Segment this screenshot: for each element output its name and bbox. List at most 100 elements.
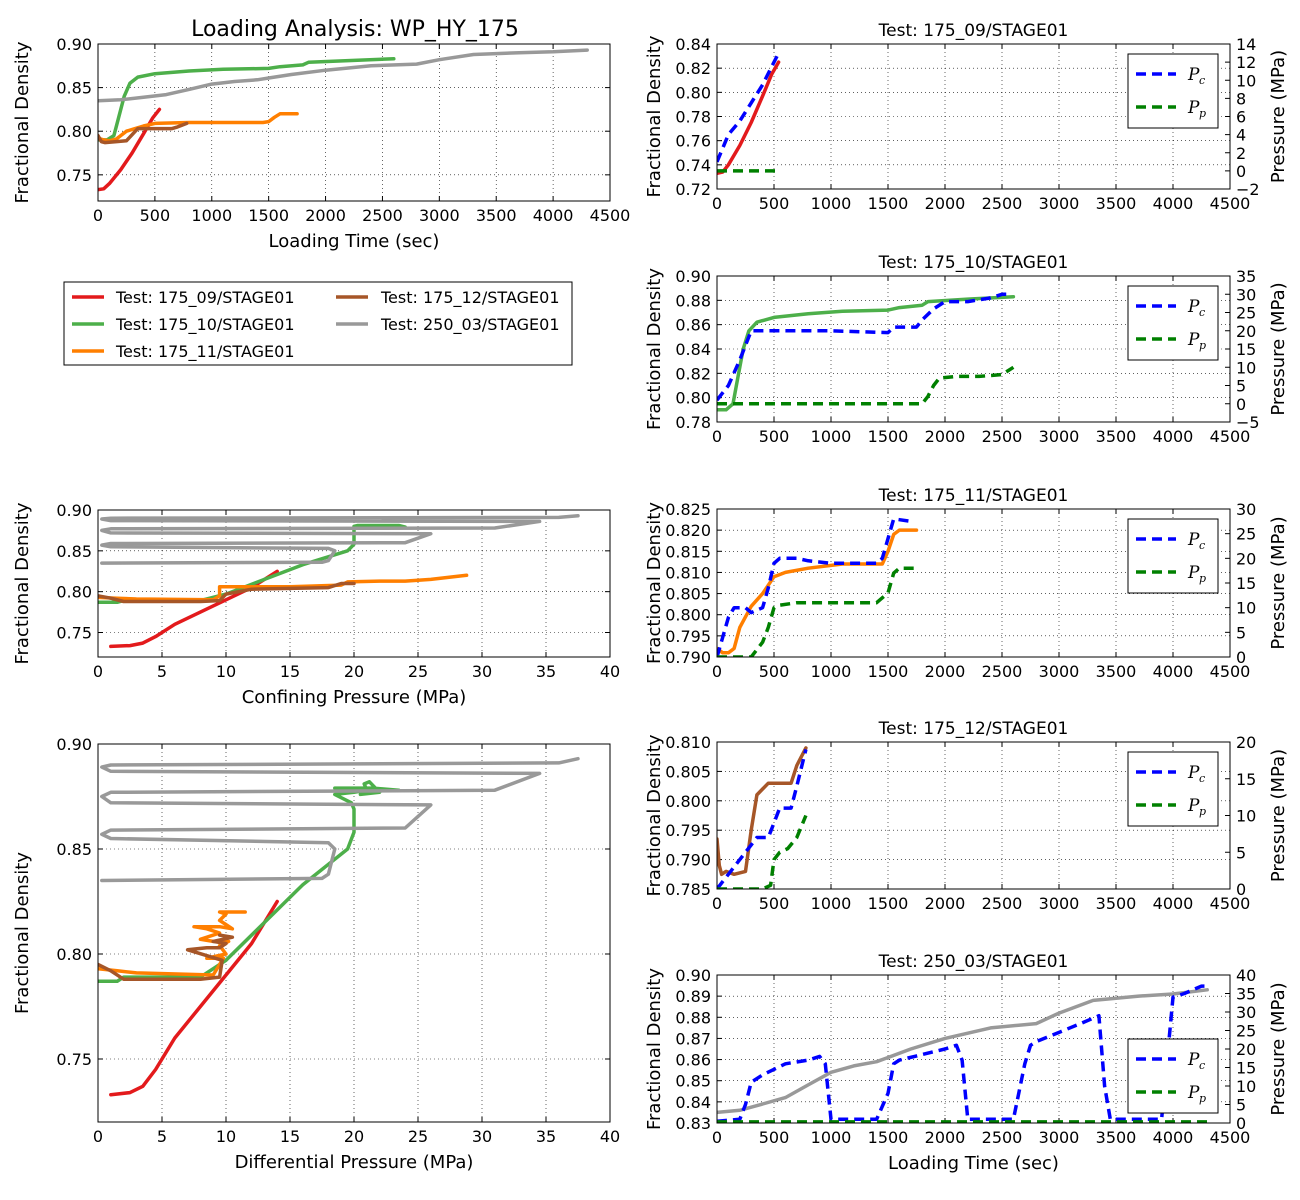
pc-line [717, 748, 808, 889]
x-tick-label: 3500 [1096, 662, 1137, 681]
y-axis-label: Fractional Density [644, 734, 665, 896]
pressure-legend-label: P [1187, 297, 1200, 317]
x-tick-label: 2500 [982, 894, 1023, 913]
pressure-legend-subscript: c [1199, 539, 1205, 552]
y-tick-label: 0.810 [665, 563, 711, 582]
series-group [717, 292, 1016, 412]
y2-tick-label: 0 [1236, 1114, 1246, 1133]
plot-frame [97, 509, 611, 658]
x-tick-label: 20 [344, 662, 364, 681]
x-tick-label: 35 [536, 662, 556, 681]
x-tick-label: 4000 [1153, 427, 1194, 446]
y-tick-label: 0.795 [665, 821, 711, 840]
panel-time: 0 500 1000 1500 2000 2500 3000 3500 4000 4500 0.75… [12, 35, 630, 252]
y2-tick-label: 5 [1236, 377, 1246, 396]
pressure-legend-label: P [1187, 796, 1200, 816]
y-axis-label: Fractional Density [644, 35, 665, 197]
pc-line [717, 517, 912, 657]
x-tick-label: 10 [216, 1127, 236, 1146]
y2-tick-label: 25 [1236, 304, 1256, 323]
x-axis-label: Loading Time (sec) [888, 1153, 1059, 1174]
y-tick-label: 0.90 [56, 35, 92, 54]
x-tick-label: 4000 [1153, 894, 1194, 913]
y2-tick-label: 10 [1236, 599, 1256, 618]
x-tick-label: 0 [712, 894, 722, 913]
series-group [717, 984, 1209, 1123]
y-axis-label: Fractional Density [644, 502, 665, 664]
pressure-legend-subscript: c [1199, 772, 1205, 785]
x-tick-label: 0 [712, 662, 722, 681]
pressure-legend-frame [1127, 518, 1219, 594]
y-tick-label: 0.80 [56, 583, 92, 602]
pressure-legend-subscript: p [1199, 339, 1206, 352]
y-tick-label: 0.86 [675, 1051, 711, 1070]
y2-tick-label: −2 [1236, 180, 1260, 199]
y-tick-label: 0.76 [675, 132, 711, 151]
legend-frame [63, 281, 573, 366]
y-tick-label: 0.80 [675, 83, 711, 102]
panel-p250_03: 0 500 1000 1500 2000 2500 3000 3500 4000 4500 0.83… [644, 952, 1289, 1174]
y-tick-label: 0.75 [56, 166, 92, 185]
x-tick-label: 35 [536, 1127, 556, 1146]
pressure-legend-label: P [1187, 530, 1200, 550]
pressure-legend-subscript: c [1199, 306, 1205, 319]
pressure-legend-label: P [1187, 98, 1200, 118]
legend-entry: Test: 250_03/STAGE01 [336, 315, 560, 335]
y2-tick-label: 40 [1236, 966, 1256, 985]
series-group [717, 517, 919, 657]
y-tick-label: 0.815 [665, 542, 711, 561]
plot-frame [97, 43, 611, 202]
y-tick-label: 0.89 [675, 987, 711, 1006]
panel-p175_10: 0 500 1000 1500 2000 2500 3000 3500 4000 4500 0.78… [644, 253, 1289, 446]
density-line-250_03 [717, 988, 1209, 1115]
x-tick-label: 3500 [1096, 194, 1137, 213]
y-tick-label: 0.84 [675, 35, 711, 54]
x-tick-label: 5 [157, 662, 167, 681]
density-line-175_10 [717, 294, 1016, 412]
x-tick-label: 1000 [811, 194, 852, 213]
series-line-250_03 [100, 513, 580, 565]
y2-tick-label: 5 [1236, 843, 1246, 862]
pressure-legend-label: P [1187, 763, 1200, 783]
y2-tick-label: 20 [1236, 1040, 1256, 1059]
y2-tick-label: 30 [1236, 1003, 1256, 1022]
y-tick-label: 0.800 [665, 792, 711, 811]
x-tick-label: 2000 [925, 662, 966, 681]
y-tick-label: 0.72 [675, 180, 711, 199]
panel-title: Test: 175_11/STAGE01 [878, 486, 1069, 506]
y2-tick-label: 20 [1236, 733, 1256, 752]
x-tick-label: 2000 [925, 427, 966, 446]
panel-title: Test: 175_10/STAGE01 [878, 253, 1069, 273]
density-line-175_12 [717, 746, 808, 877]
y-tick-label: 0.825 [665, 500, 711, 519]
pressure-legend-label: P [1187, 65, 1200, 85]
legend-label: Test: 175_09/STAGE01 [115, 288, 295, 308]
y2-tick-label: 35 [1236, 267, 1256, 286]
x-tick-label: 40 [600, 1127, 620, 1146]
x-axis-label: Differential Pressure (MPa) [235, 1152, 474, 1173]
x-tick-label: 2500 [982, 194, 1023, 213]
x-tick-label: 4500 [1210, 1128, 1251, 1147]
pp-line [717, 814, 808, 889]
x-tick-label: 4500 [590, 206, 631, 225]
series-group [98, 513, 580, 649]
series-line-175_12 [98, 933, 235, 981]
series-line-250_03 [100, 756, 580, 883]
x-tick-label: 2000 [925, 194, 966, 213]
y-tick-label: 0.88 [675, 291, 711, 310]
pc-line [717, 52, 781, 163]
y-tick-label: 0.84 [675, 340, 711, 359]
legend-label: Test: 175_11/STAGE01 [115, 342, 295, 362]
y-tick-label: 0.820 [665, 521, 711, 540]
x-tick-label: 25 [408, 662, 428, 681]
y-tick-label: 0.795 [665, 627, 711, 646]
x-tick-label: 30 [472, 662, 492, 681]
pp-line [717, 365, 1015, 406]
y2-tick-label: 14 [1236, 35, 1256, 54]
x-tick-label: 4500 [1210, 194, 1251, 213]
series-line-175_12 [98, 121, 189, 145]
